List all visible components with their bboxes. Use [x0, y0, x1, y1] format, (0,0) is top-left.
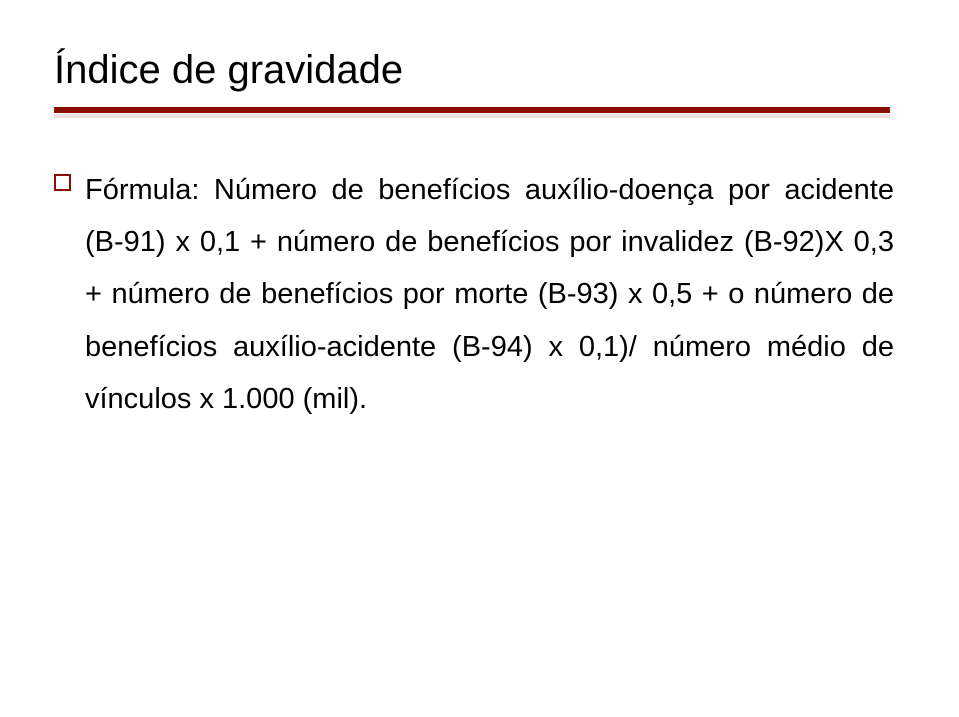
slide-title: Índice de gravidade: [54, 48, 905, 93]
bullet-text: Fórmula: Número de benefícios auxílio-do…: [85, 164, 894, 425]
slide-body: Fórmula: Número de benefícios auxílio-do…: [54, 164, 894, 425]
square-bullet-icon: [54, 174, 71, 191]
bullet-item: Fórmula: Número de benefícios auxílio-do…: [54, 164, 894, 425]
slide: Índice de gravidade Fórmula: Número de b…: [0, 0, 959, 717]
title-rule: [54, 107, 890, 118]
title-rule-shadow: [54, 114, 890, 118]
title-rule-bar: [54, 107, 890, 113]
